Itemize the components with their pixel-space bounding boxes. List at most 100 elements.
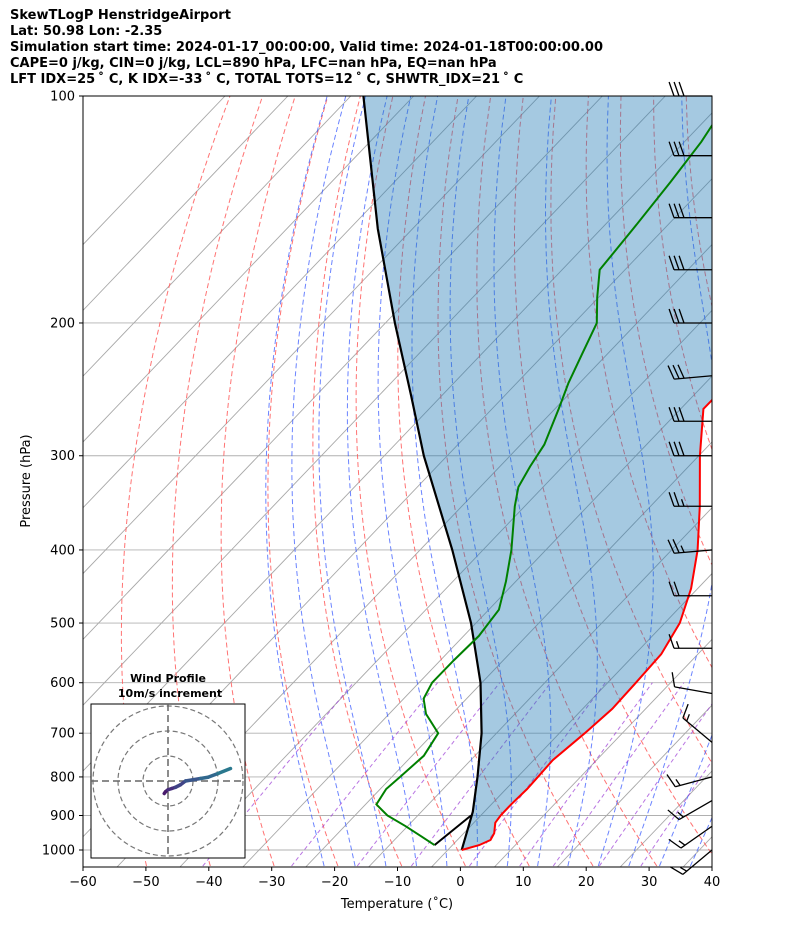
y-tick-label: 100 bbox=[50, 90, 75, 105]
isotherm-line bbox=[368, 507, 712, 867]
dry-adiabat bbox=[619, 96, 712, 567]
station-coordinates: Lat: 50.98 Lon: -2.35 bbox=[10, 24, 163, 39]
wind-barb bbox=[667, 364, 713, 380]
y-tick-label: 200 bbox=[50, 316, 75, 331]
wind-barb bbox=[668, 581, 712, 597]
wind-barb-feather bbox=[677, 811, 684, 818]
wind-barb bbox=[668, 634, 712, 649]
dry-adiabat bbox=[220, 96, 296, 867]
isotherm-line bbox=[83, 96, 415, 443]
wind-barb-feather bbox=[668, 634, 675, 649]
wind-barb-feather bbox=[668, 203, 675, 218]
dry-adiabat bbox=[585, 96, 712, 669]
wind-barb bbox=[668, 255, 712, 271]
wind-barb-staff bbox=[682, 717, 713, 743]
moist-adiabat bbox=[346, 96, 417, 867]
dry-adiabat bbox=[397, 96, 530, 867]
wind-barb bbox=[668, 492, 712, 507]
wind-barb bbox=[668, 825, 713, 849]
hodograph-trace-segment bbox=[206, 771, 220, 779]
x-tick-label: 10 bbox=[515, 875, 532, 890]
wind-barb-feather bbox=[673, 141, 680, 156]
wind-barb bbox=[668, 203, 712, 219]
wind-barb-feather bbox=[678, 141, 685, 156]
dry-adiabat bbox=[784, 96, 794, 866]
mixing-ratio-line bbox=[291, 682, 438, 867]
chart-header: SkewTLogP HenstridgeAirport Lat: 50.98 L… bbox=[10, 8, 603, 88]
y-tick-label: 1000 bbox=[42, 844, 75, 859]
wind-barb bbox=[669, 849, 713, 875]
x-tick-label: −50 bbox=[132, 875, 159, 890]
y-tick-label: 700 bbox=[50, 727, 75, 742]
wind-barb-feather bbox=[672, 539, 680, 554]
x-tick-label: 30 bbox=[641, 875, 658, 890]
title-station: SkewTLogP HenstridgeAirport bbox=[10, 8, 231, 23]
y-tick-label: 500 bbox=[50, 617, 75, 632]
wind-barb-feather bbox=[668, 255, 675, 270]
wind-barb bbox=[668, 81, 712, 97]
y-tick-label: 900 bbox=[50, 809, 75, 824]
wind-barb-feather bbox=[666, 774, 676, 788]
hodograph-subtitle: 10m/s increment bbox=[118, 687, 222, 700]
moist-adiabat bbox=[318, 96, 387, 867]
wind-barb-feather bbox=[668, 441, 675, 456]
wind-barb-staff bbox=[680, 825, 713, 849]
wind-barb-feather bbox=[668, 407, 675, 422]
wind-barb-feather bbox=[678, 203, 685, 218]
isotherm-line bbox=[431, 572, 712, 867]
hodograph-trace-segment bbox=[216, 766, 233, 776]
wind-barb-feather bbox=[667, 365, 675, 380]
mixing-ratio-line bbox=[640, 759, 712, 867]
wind-barb-feather bbox=[668, 141, 675, 156]
x-tick-label: −20 bbox=[321, 875, 348, 890]
wind-barb-feather bbox=[669, 866, 684, 875]
wind-barb-feather bbox=[673, 492, 680, 507]
wind-barb-feather bbox=[678, 308, 685, 324]
wind-barb-feather bbox=[673, 255, 680, 270]
wind-barb bbox=[667, 800, 713, 821]
wind-barb-feather bbox=[668, 81, 675, 97]
simulation-times: Simulation start time: 2024-01-17_00:00:… bbox=[10, 40, 603, 55]
dry-adiabat bbox=[171, 96, 264, 867]
wind-barb-feather bbox=[675, 778, 681, 786]
isotherm-line bbox=[179, 309, 712, 867]
wind-barb-staff bbox=[674, 549, 713, 554]
moist-adiabat bbox=[377, 96, 448, 867]
x-tick-label: 0 bbox=[456, 875, 464, 890]
dewpoint-profile-line bbox=[375, 123, 712, 846]
x-tick-label: 20 bbox=[578, 875, 595, 890]
wind-barb-feather bbox=[678, 840, 686, 846]
wind-barb-staff bbox=[674, 375, 713, 380]
isotherm-line bbox=[83, 96, 540, 575]
isotherm-line bbox=[556, 704, 712, 867]
y-tick-label: 400 bbox=[50, 543, 75, 558]
wind-barb-feather bbox=[668, 838, 682, 849]
wind-barb-feather bbox=[673, 407, 680, 422]
parcel-profile-line bbox=[362, 96, 483, 851]
x-tick-label: −40 bbox=[195, 875, 222, 890]
lcl-connector-line bbox=[433, 814, 472, 846]
wind-barb-feather bbox=[668, 581, 675, 596]
hodograph-title: Wind Profile bbox=[130, 672, 206, 685]
wind-barb-feather bbox=[668, 308, 675, 324]
wind-barb-feather bbox=[680, 545, 685, 553]
dry-adiabat bbox=[312, 96, 403, 867]
dry-adiabat bbox=[751, 96, 794, 866]
cape-cin-indices: CAPE=0 j/kg, CIN=0 j/kg, LCL=890 hPa, LF… bbox=[10, 56, 497, 71]
wind-barb-feather bbox=[673, 581, 680, 596]
wind-barb bbox=[668, 308, 712, 324]
mixing-ratio-line bbox=[598, 703, 712, 867]
wind-barb-feather bbox=[672, 364, 680, 379]
wind-barb bbox=[682, 703, 713, 743]
isotherm-line bbox=[83, 96, 477, 509]
x-tick-label: 40 bbox=[704, 875, 721, 890]
isotherm-line bbox=[494, 638, 712, 867]
x-tick-label: −10 bbox=[384, 875, 411, 890]
isotherm-line bbox=[83, 96, 352, 377]
x-tick-label: −30 bbox=[258, 875, 285, 890]
cin-shaded-area bbox=[363, 96, 712, 850]
wind-barb bbox=[667, 539, 713, 554]
dry-adiabat bbox=[437, 96, 594, 867]
temperature-profile-line bbox=[461, 398, 712, 851]
